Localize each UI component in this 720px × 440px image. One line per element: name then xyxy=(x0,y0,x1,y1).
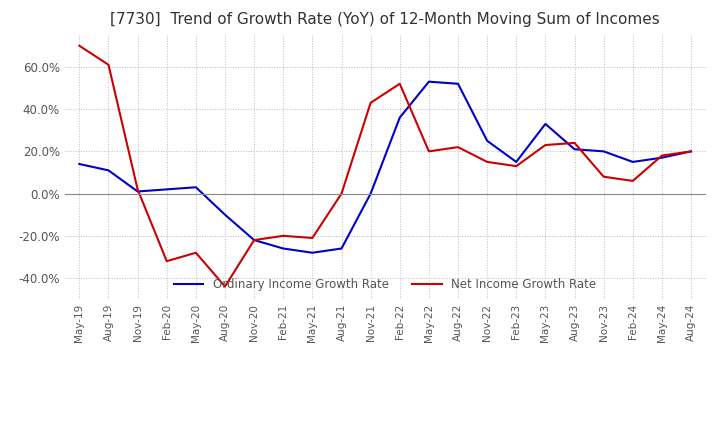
Net Income Growth Rate xyxy=(570,140,579,146)
Net Income Growth Rate xyxy=(220,284,229,289)
Net Income Growth Rate xyxy=(395,81,404,86)
Net Income Growth Rate xyxy=(133,187,142,192)
Title: [7730]  Trend of Growth Rate (YoY) of 12-Month Moving Sum of Incomes: [7730] Trend of Growth Rate (YoY) of 12-… xyxy=(110,12,660,27)
Ordinary Income Growth Rate xyxy=(657,155,666,160)
Ordinary Income Growth Rate xyxy=(512,159,521,165)
Ordinary Income Growth Rate xyxy=(308,250,317,255)
Net Income Growth Rate xyxy=(599,174,608,180)
Ordinary Income Growth Rate xyxy=(366,191,375,196)
Ordinary Income Growth Rate xyxy=(599,149,608,154)
Net Income Growth Rate xyxy=(657,153,666,158)
Net Income Growth Rate xyxy=(163,259,171,264)
Ordinary Income Growth Rate xyxy=(483,138,492,143)
Ordinary Income Growth Rate xyxy=(104,168,113,173)
Ordinary Income Growth Rate xyxy=(250,238,258,243)
Ordinary Income Growth Rate xyxy=(163,187,171,192)
Net Income Growth Rate xyxy=(104,62,113,67)
Net Income Growth Rate xyxy=(425,149,433,154)
Net Income Growth Rate xyxy=(75,43,84,48)
Net Income Growth Rate xyxy=(279,233,287,238)
Ordinary Income Growth Rate xyxy=(75,161,84,167)
Net Income Growth Rate xyxy=(366,100,375,106)
Net Income Growth Rate xyxy=(483,159,492,165)
Ordinary Income Growth Rate xyxy=(629,159,637,165)
Net Income Growth Rate xyxy=(337,191,346,196)
Ordinary Income Growth Rate xyxy=(133,189,142,194)
Net Income Growth Rate xyxy=(250,238,258,243)
Net Income Growth Rate xyxy=(192,250,200,255)
Line: Ordinary Income Growth Rate: Ordinary Income Growth Rate xyxy=(79,82,691,253)
Ordinary Income Growth Rate xyxy=(541,121,550,127)
Net Income Growth Rate xyxy=(308,235,317,241)
Net Income Growth Rate xyxy=(454,144,462,150)
Ordinary Income Growth Rate xyxy=(220,212,229,217)
Ordinary Income Growth Rate xyxy=(570,147,579,152)
Ordinary Income Growth Rate xyxy=(192,185,200,190)
Ordinary Income Growth Rate xyxy=(687,149,696,154)
Ordinary Income Growth Rate xyxy=(454,81,462,86)
Ordinary Income Growth Rate xyxy=(337,246,346,251)
Net Income Growth Rate xyxy=(629,178,637,183)
Net Income Growth Rate xyxy=(687,149,696,154)
Net Income Growth Rate xyxy=(512,164,521,169)
Legend: Ordinary Income Growth Rate, Net Income Growth Rate: Ordinary Income Growth Rate, Net Income … xyxy=(169,274,601,296)
Ordinary Income Growth Rate xyxy=(425,79,433,84)
Ordinary Income Growth Rate xyxy=(279,246,287,251)
Ordinary Income Growth Rate xyxy=(395,115,404,120)
Line: Net Income Growth Rate: Net Income Growth Rate xyxy=(79,46,691,286)
Net Income Growth Rate xyxy=(541,143,550,148)
